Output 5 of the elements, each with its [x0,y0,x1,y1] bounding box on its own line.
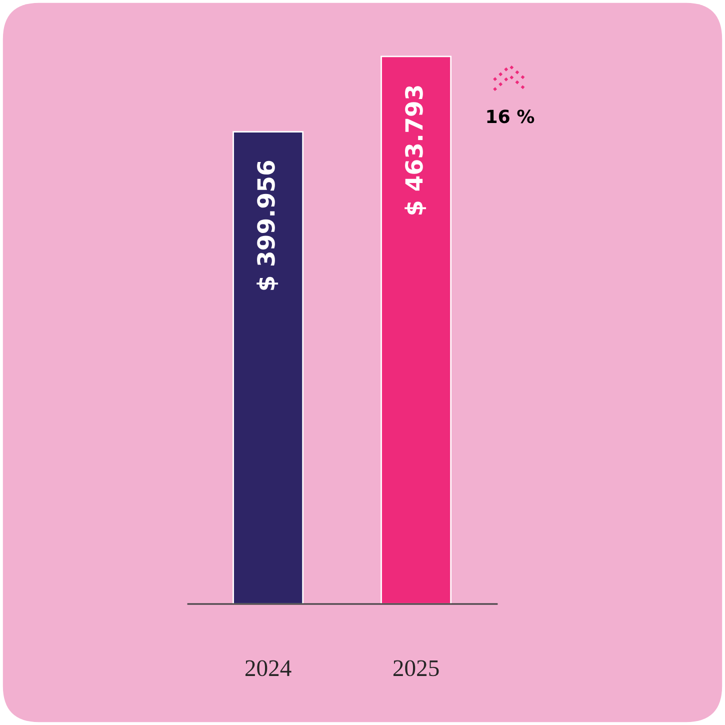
x-tick-label: 2024 [245,660,292,676]
annotation: 16 % [487,110,534,124]
data-label: $ 399.956 [256,160,278,290]
data-label: $ 463.793 [404,86,426,215]
x-tick-label: 2025 [393,660,439,676]
